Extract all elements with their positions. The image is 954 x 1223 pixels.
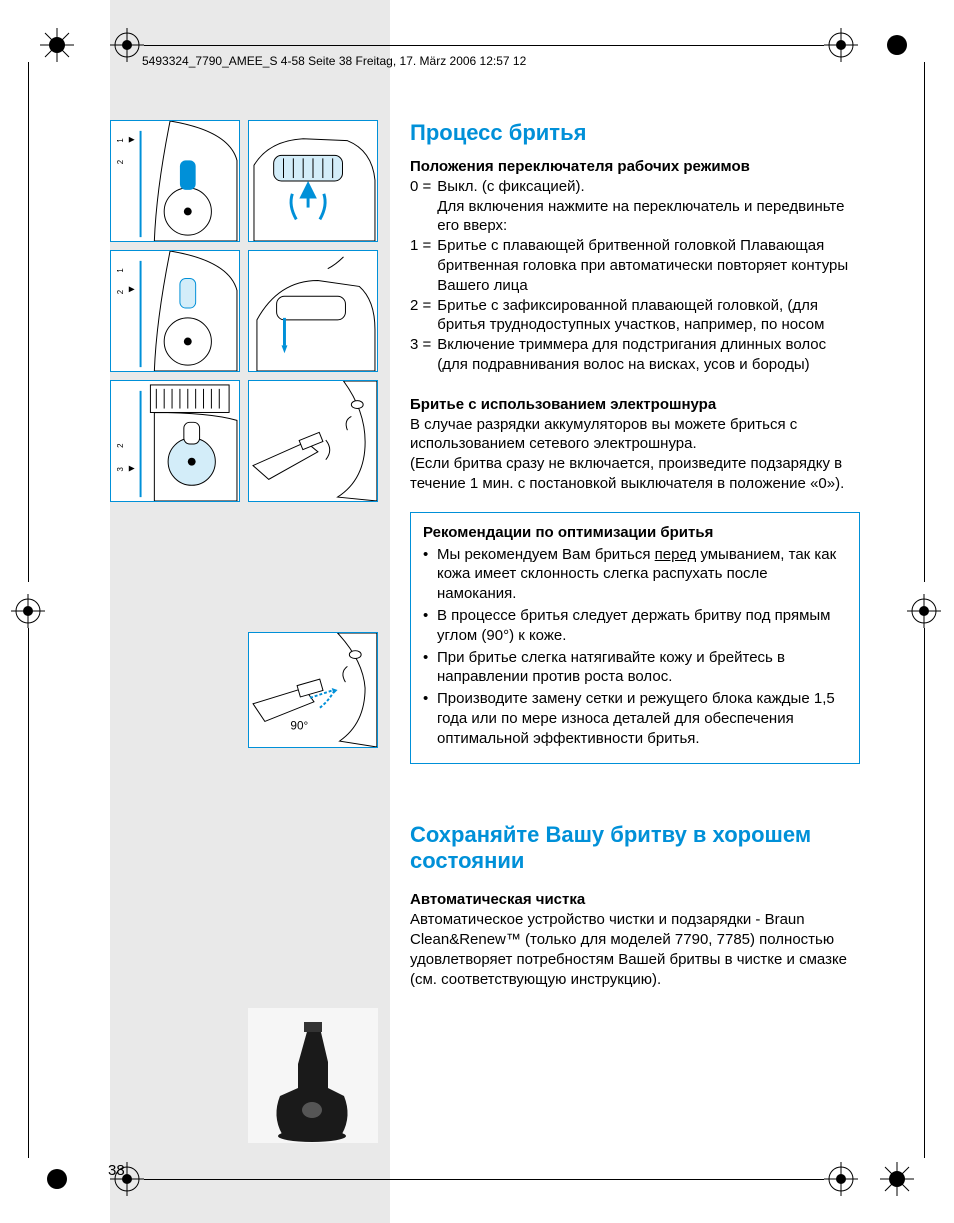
text-column: Процесс бритья Положения переключателя р… bbox=[410, 118, 860, 995]
crop-line bbox=[924, 628, 925, 1158]
angle-label: 90° bbox=[290, 719, 308, 732]
tip-item: Мы рекомендуем Вам бриться перед умывани… bbox=[423, 545, 847, 604]
tips-box: Рекомендации по оптимизации бритья Мы ре… bbox=[410, 512, 860, 764]
section2-title: Сохраняйте Вашу бритву в хорошем состоян… bbox=[410, 822, 860, 875]
figure-clean-renew bbox=[248, 1008, 378, 1143]
crop-line bbox=[924, 62, 925, 582]
def-key: 0 = bbox=[410, 177, 431, 236]
crop-line bbox=[144, 45, 824, 46]
def-val: Бритье с плавающей бритвенной головкой П… bbox=[437, 236, 860, 295]
figure-switch-pos2: 1 2 bbox=[110, 250, 240, 372]
tip-item: В процессе бритья следует держать бритву… bbox=[423, 606, 847, 646]
def-val: Включение триммера для подстригания длин… bbox=[437, 335, 860, 375]
crop-target-icon bbox=[110, 28, 144, 62]
crop-target-icon bbox=[907, 594, 941, 628]
def-key: 3 = bbox=[410, 335, 431, 375]
def-val: Выкл. (с фиксацией). Для включения нажми… bbox=[437, 177, 860, 236]
page-number: 38 bbox=[108, 1162, 125, 1179]
crop-sun-icon bbox=[40, 28, 74, 62]
svg-text:2: 2 bbox=[116, 444, 125, 448]
crop-line bbox=[28, 62, 29, 582]
def-key: 1 = bbox=[410, 236, 431, 295]
svg-text:2: 2 bbox=[116, 160, 125, 164]
crop-dot-icon bbox=[880, 28, 914, 62]
figure-fixed-head bbox=[248, 250, 378, 372]
crop-line bbox=[144, 1179, 824, 1180]
tip-item: Производите замену сетки и режущего блок… bbox=[423, 689, 847, 748]
switch-heading: Положения переключателя рабочих режимов bbox=[410, 157, 860, 177]
figure-switch-pos1: 1 2 bbox=[110, 120, 240, 242]
print-header-line: 5493324_7790_AMEE_S 4-58 Seite 38 Freita… bbox=[142, 54, 526, 68]
cord-body: В случае разрядки аккумуляторов вы может… bbox=[410, 415, 860, 494]
svg-text:3: 3 bbox=[116, 466, 125, 471]
crop-line bbox=[28, 628, 29, 1158]
figure-switch-pos3: 2 3 bbox=[110, 380, 240, 502]
crop-target-icon bbox=[824, 28, 858, 62]
auto-heading: Автоматическая чистка bbox=[410, 890, 860, 910]
auto-body: Автоматическое устройство чистки и подза… bbox=[410, 910, 860, 989]
figure-floating-head bbox=[248, 120, 378, 242]
tip-underlined: перед bbox=[655, 546, 697, 563]
cord-heading: Бритье с использованием электрошнура bbox=[410, 395, 860, 415]
crop-target-icon bbox=[824, 1162, 858, 1196]
tip-item: При бритье слегка натягивайте кожу и бре… bbox=[423, 648, 847, 688]
crop-dot-icon bbox=[40, 1162, 74, 1196]
figure-trimmer-face bbox=[248, 380, 378, 502]
switch-definitions: 0 = Выкл. (с фиксацией). Для включения на… bbox=[410, 177, 860, 375]
section1-title: Процесс бритья bbox=[410, 118, 860, 147]
def-val: Бритье с зафиксированной плавающей голов… bbox=[437, 296, 860, 336]
svg-text:1: 1 bbox=[116, 268, 125, 272]
tips-heading: Рекомендации по оптимизации бритья bbox=[423, 523, 847, 543]
crop-sun-icon bbox=[880, 1162, 914, 1196]
def-key: 2 = bbox=[410, 296, 431, 336]
figure-90-degree: 90° bbox=[248, 632, 378, 748]
figure-column: 1 2 bbox=[110, 120, 390, 1143]
svg-text:2: 2 bbox=[116, 290, 125, 294]
svg-text:1: 1 bbox=[116, 138, 125, 142]
crop-target-icon bbox=[11, 594, 45, 628]
